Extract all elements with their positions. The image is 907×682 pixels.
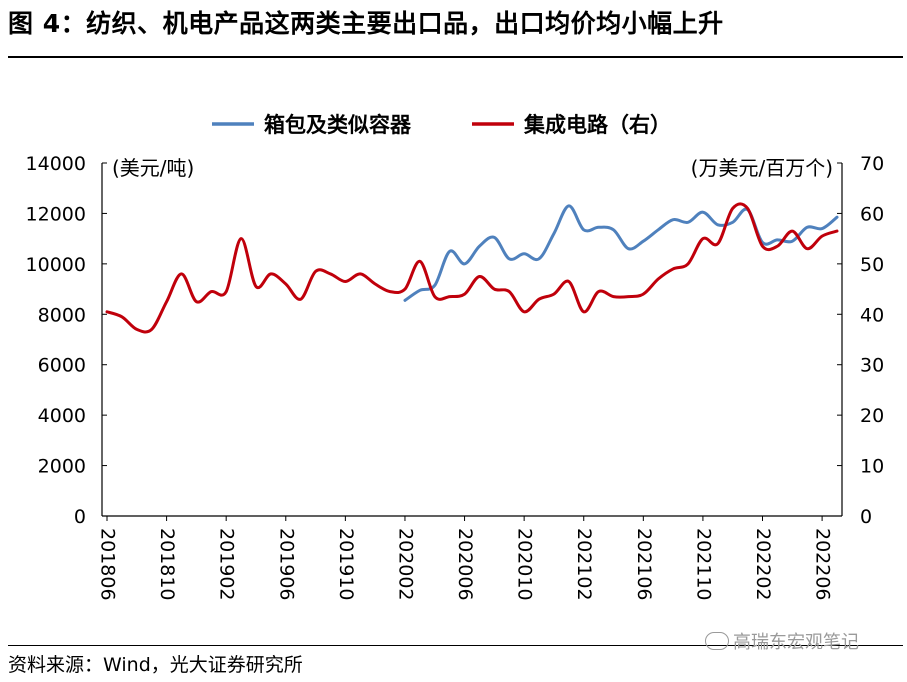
left-y-tick-label: 0 bbox=[74, 506, 86, 528]
x-tick-label: 201910 bbox=[335, 528, 357, 601]
x-tick-label: 201806 bbox=[97, 528, 119, 601]
legend-label-1: 箱包及类似容器 bbox=[264, 113, 412, 137]
watermark: 高瑞东宏观笔记 bbox=[705, 628, 859, 654]
watermark-text: 高瑞东宏观笔记 bbox=[733, 632, 859, 653]
series-lines bbox=[105, 202, 839, 334]
right-y-tick-label: 30 bbox=[860, 355, 884, 377]
series-line-1 bbox=[403, 204, 839, 302]
x-tick-label: 201906 bbox=[275, 528, 297, 601]
right-axis-unit: (万美元/百万个) bbox=[691, 156, 833, 180]
legend-label-2: 集成电路（右） bbox=[523, 113, 671, 137]
source-note: 资料来源：Wind，光大证券研究所 bbox=[8, 654, 303, 676]
wechat-icon bbox=[705, 632, 729, 650]
left-y-tick-label: 14000 bbox=[26, 153, 86, 175]
x-tick-label: 202102 bbox=[573, 528, 595, 601]
legend: 箱包及类似容器 集成电路（右） bbox=[212, 113, 671, 137]
x-tick-label: 202002 bbox=[394, 528, 416, 601]
x-tick-label: 202206 bbox=[812, 528, 834, 601]
left-axis-unit: (美元/吨) bbox=[112, 156, 194, 180]
x-tick-label: 202202 bbox=[752, 528, 774, 601]
axes: 0 2000 4000 6000 8000 10000 12000 14000 0 10 20 30 4… bbox=[26, 153, 885, 601]
left-y-tick-label: 10000 bbox=[26, 254, 86, 276]
right-y-tick-label: 70 bbox=[860, 153, 884, 175]
series-line-2 bbox=[105, 202, 839, 334]
x-tick-label: 202010 bbox=[514, 528, 536, 601]
right-y-tick-label: 20 bbox=[860, 405, 884, 427]
left-y-tick-label: 6000 bbox=[38, 355, 86, 377]
right-y-tick-label: 60 bbox=[860, 203, 884, 225]
title-divider bbox=[8, 56, 903, 58]
left-y-tick-label: 4000 bbox=[38, 405, 86, 427]
x-tick-label: 201810 bbox=[156, 528, 178, 601]
right-y-tick-label: 50 bbox=[860, 254, 884, 276]
chart-title: 图 4：纺织、机电产品这两类主要出口品，出口均价均小幅上升 bbox=[8, 9, 724, 38]
left-y-tick-label: 8000 bbox=[38, 304, 86, 326]
x-tick-label: 201902 bbox=[216, 528, 238, 601]
x-tick-label: 202006 bbox=[454, 528, 476, 601]
x-tick-label: 202106 bbox=[633, 528, 655, 601]
right-y-tick-label: 40 bbox=[860, 304, 884, 326]
right-y-tick-label: 10 bbox=[860, 456, 884, 478]
left-y-tick-label: 12000 bbox=[26, 203, 86, 225]
x-tick-label: 202110 bbox=[692, 528, 714, 601]
right-y-tick-label: 0 bbox=[860, 506, 872, 528]
footer-divider bbox=[8, 645, 903, 646]
left-y-tick-label: 2000 bbox=[38, 456, 86, 478]
